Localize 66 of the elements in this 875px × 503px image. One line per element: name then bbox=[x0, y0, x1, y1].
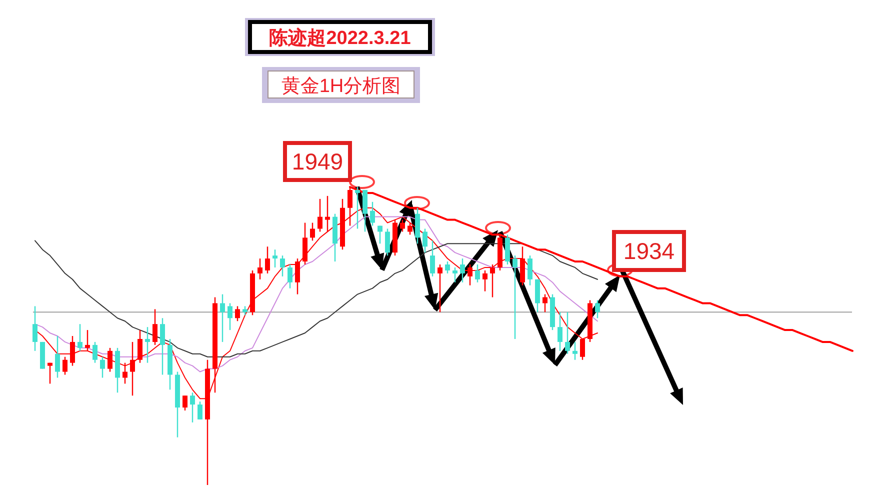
candlestick bbox=[130, 341, 135, 396]
candlestick bbox=[482, 270, 488, 292]
candlestick bbox=[145, 326, 150, 364]
candlestick bbox=[512, 254, 518, 340]
candlestick bbox=[505, 234, 510, 266]
candlestick bbox=[235, 306, 240, 322]
candlestick bbox=[258, 258, 262, 280]
text: 1949 bbox=[292, 148, 344, 174]
candlestick bbox=[295, 258, 300, 295]
candlestick bbox=[198, 400, 202, 420]
candlestick bbox=[108, 347, 112, 372]
candlestick bbox=[558, 312, 562, 352]
candlestick bbox=[32, 306, 38, 352]
candlestick bbox=[445, 260, 450, 274]
candlestick bbox=[535, 278, 540, 313]
candlestick bbox=[122, 362, 128, 384]
candlestick bbox=[520, 246, 525, 286]
candlestick bbox=[490, 264, 495, 298]
candlestick bbox=[348, 186, 352, 226]
candlestick bbox=[475, 264, 480, 283]
candlestick bbox=[288, 264, 292, 289]
candlestick bbox=[302, 222, 308, 266]
candlestick bbox=[595, 300, 600, 319]
candlestick bbox=[528, 254, 532, 286]
candlestick bbox=[62, 356, 68, 376]
candlestick bbox=[422, 228, 428, 254]
candlestick bbox=[572, 341, 578, 360]
candlestick bbox=[415, 207, 420, 244]
candlestick bbox=[272, 248, 278, 268]
candlestick bbox=[452, 266, 458, 283]
candlestick bbox=[280, 254, 285, 277]
candlestick bbox=[438, 264, 442, 313]
candlestick bbox=[220, 294, 225, 343]
chart-subtitle: 黄金1H分析图 bbox=[281, 76, 401, 97]
candlestick bbox=[325, 195, 330, 232]
candlestick bbox=[542, 294, 548, 313]
candlestick bbox=[408, 222, 412, 236]
chart-title: 陈迹超2022.3.21 bbox=[269, 27, 412, 49]
candlestick bbox=[265, 246, 270, 274]
candlestick bbox=[565, 312, 570, 354]
candlestick bbox=[228, 302, 232, 331]
annotation: 1934 bbox=[623, 238, 675, 264]
candlestick bbox=[580, 338, 585, 360]
candlestick bbox=[48, 362, 52, 384]
candlestick bbox=[430, 240, 435, 277]
candlestick bbox=[182, 395, 188, 412]
candlestick bbox=[370, 201, 375, 226]
candlestick bbox=[78, 323, 82, 352]
candlestick bbox=[152, 308, 158, 346]
candlestick bbox=[85, 329, 90, 352]
candlestick bbox=[385, 228, 390, 256]
candlestick bbox=[362, 189, 368, 232]
candlestick bbox=[100, 356, 105, 378]
candlestick bbox=[55, 335, 60, 378]
candlestick bbox=[70, 335, 75, 366]
candlestick bbox=[310, 222, 315, 242]
candlestick bbox=[318, 198, 322, 232]
candlestick bbox=[138, 329, 142, 364]
candlestick bbox=[378, 225, 382, 244]
candlestick bbox=[355, 186, 360, 230]
candlestick bbox=[400, 219, 405, 232]
candlestick bbox=[190, 392, 195, 424]
candlestick bbox=[160, 318, 165, 376]
candlestick bbox=[92, 341, 98, 364]
candlestick bbox=[460, 258, 465, 283]
candlestick bbox=[468, 264, 472, 286]
